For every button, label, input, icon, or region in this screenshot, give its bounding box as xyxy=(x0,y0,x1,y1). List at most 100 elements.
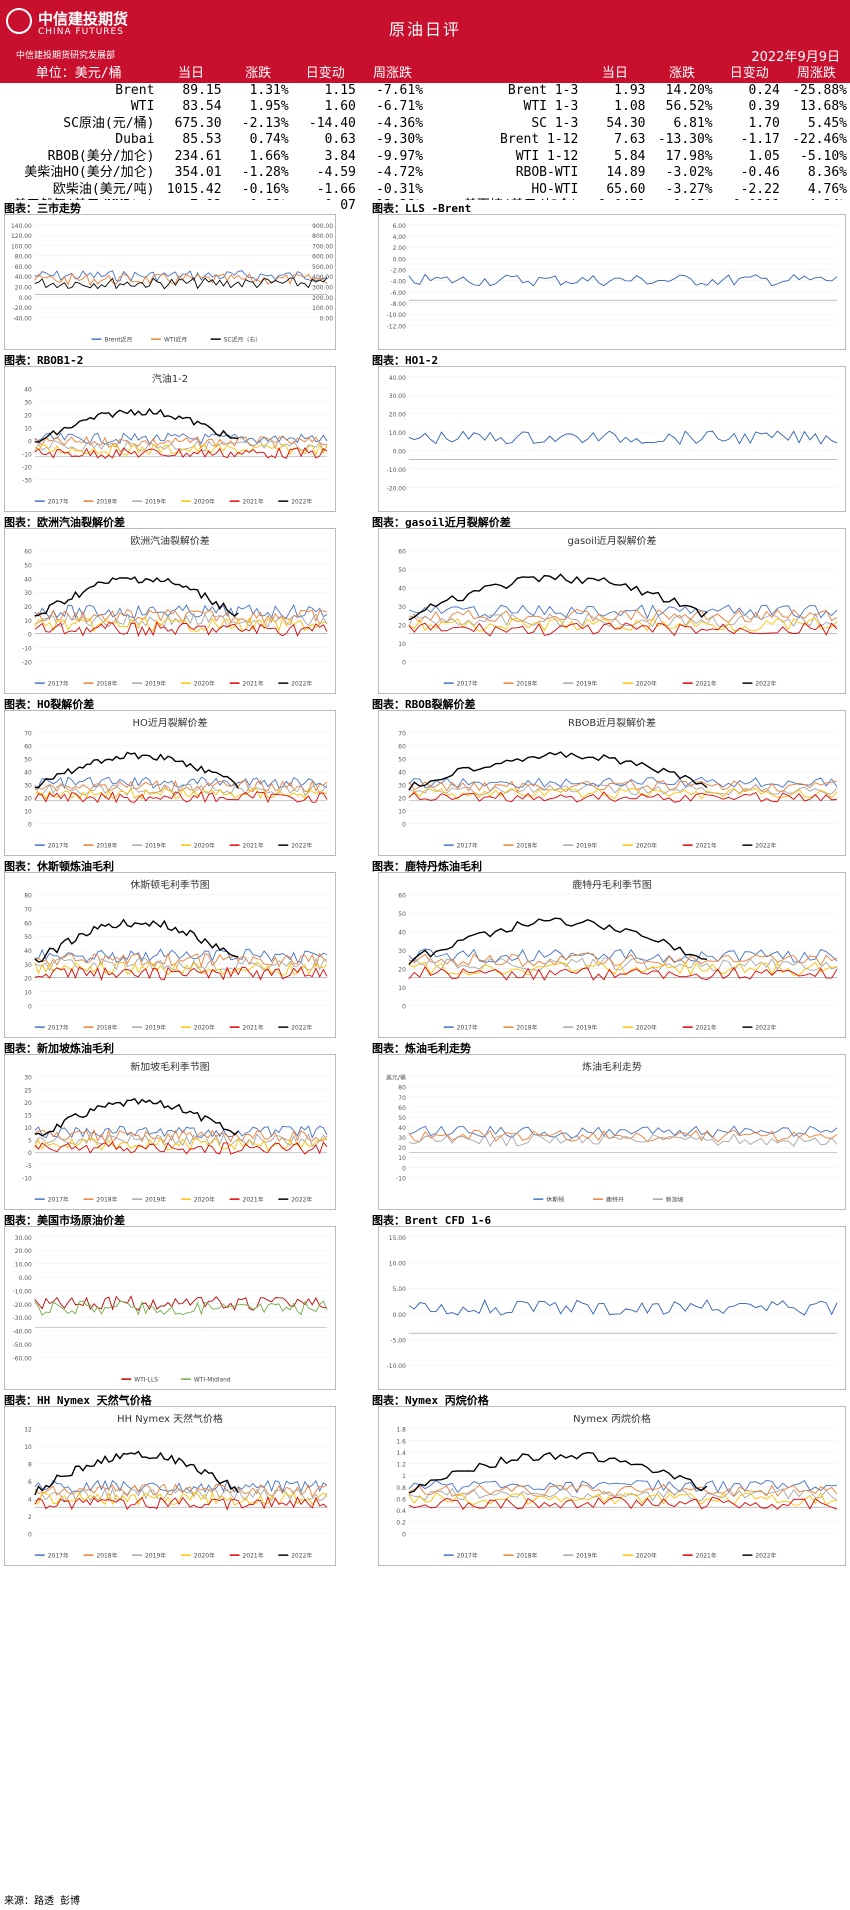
legend-label: 2019年 xyxy=(145,498,166,506)
y-tick-label: 0.00 xyxy=(19,295,32,302)
legend-label: 2022年 xyxy=(291,680,312,688)
table-cell: 56.52% xyxy=(665,99,713,115)
legend-label: 2020年 xyxy=(636,842,657,850)
y-tick-label: -5.00 xyxy=(390,1338,406,1345)
y-tick-label: 120.00 xyxy=(11,233,32,240)
y-tick-label: -8.00 xyxy=(390,301,406,308)
legend-label: 2021年 xyxy=(696,680,717,688)
y-tick-label: -10 xyxy=(396,1175,406,1182)
series-line xyxy=(408,1491,838,1506)
chart-panel: 图表：三市走势 140.00 120.00 100.00 80.00 60.00 40.00… xyxy=(0,200,340,352)
y2-tick-label: 100.00 xyxy=(312,305,333,312)
y-tick-label: 6.00 xyxy=(393,223,407,230)
column-gap xyxy=(426,132,434,149)
y-tick-label: 10 xyxy=(398,808,406,815)
table-cell: 1.08 xyxy=(614,99,646,115)
y-tick-label: 20 xyxy=(398,795,406,802)
y-tick-label: -2.00 xyxy=(390,268,406,275)
y-tick-label: 1.2 xyxy=(396,1462,406,1469)
table-cell: -9.30% xyxy=(376,132,424,148)
y-tick-label: 0 xyxy=(28,1003,32,1010)
legend-label: 2017年 xyxy=(457,680,478,688)
column-header: 日变动 xyxy=(291,66,359,83)
logo-text-cn: 中信建投期货 xyxy=(38,10,129,28)
chart-svg: 新加坡毛利季节图 30 25 20 15 10 5 0 -5 -10 2017年 2018年 2019年… xyxy=(22,1060,328,1204)
table-cell: 54.30 xyxy=(606,115,646,131)
column-header: 周涨跌 xyxy=(782,66,850,83)
legend-label: 2020年 xyxy=(194,842,215,850)
series-line xyxy=(34,621,328,638)
y-tick-label: 20.00 xyxy=(389,412,406,419)
y-tick-label: -10.00 xyxy=(13,1288,32,1295)
y-tick-label: 20 xyxy=(24,413,32,420)
y-tick-label: 4.00 xyxy=(393,234,407,241)
series-line xyxy=(408,787,838,800)
chart-title: 汽油1-2 xyxy=(152,372,188,385)
chart-title: 炼油毛利走势 xyxy=(582,1060,642,1073)
chart-panel: 图表：RBOB裂解价差 RBOB近月裂解价差 70 60 50 40 30 20 10 0 2017… xyxy=(368,696,850,858)
y-tick-label: 0.6 xyxy=(396,1496,406,1503)
table-cell: 14.89 xyxy=(606,165,646,181)
chart-area: HH Nymex 天然气价格 12 10 8 6 4 2 0 2017年 2018年 2019年 20… xyxy=(4,1406,336,1566)
chart-title: 新加坡毛利季节图 xyxy=(130,1060,210,1073)
legend-label: 2019年 xyxy=(145,1196,166,1204)
y-tick-label: 0 xyxy=(28,1150,32,1157)
legend-label: 2022年 xyxy=(755,680,776,688)
series-line xyxy=(34,1486,328,1502)
series-line xyxy=(34,1141,328,1155)
legend-label: 2022年 xyxy=(291,498,312,506)
table-cell: -3.02% xyxy=(665,165,713,181)
y2-tick-label: 800.00 xyxy=(312,233,333,240)
y-tick-label: 10 xyxy=(398,1155,406,1162)
y-tick-label: 0.00 xyxy=(393,256,407,263)
series-line xyxy=(34,1479,328,1494)
chart-area: 140.00 120.00 100.00 80.00 60.00 40.00 20.00 0.… xyxy=(4,214,336,350)
chart-title: HH Nymex 天然气价格 xyxy=(117,1412,223,1425)
y-tick-label: 50 xyxy=(24,757,32,764)
legend-label: 2018年 xyxy=(516,842,537,850)
column-gap xyxy=(426,182,434,199)
column-gap xyxy=(426,116,434,133)
chart-area: gasoil近月裂解价差 60 50 40 30 20 10 0 2017年 2018年 2019年… xyxy=(378,528,846,694)
table-cell: -4.59 xyxy=(316,165,356,181)
table-row: 欧柴油(美元/吨) 1015.42 -0.16% -1.66 -0.31% HO-WTI 6… xyxy=(0,182,850,199)
chart-panel: 图表：炼油毛利走势 炼油毛利走势 美元/桶 80 70 60 50 40 30 20 10 0 -10 休… xyxy=(368,1040,850,1212)
y-tick-label: 60 xyxy=(24,920,32,927)
y-tick-label: 10 xyxy=(398,985,406,992)
y-tick-label: -50.00 xyxy=(13,1342,32,1349)
legend-label: 2020年 xyxy=(194,1024,215,1032)
report-date: 2022年9月9日 xyxy=(751,50,840,65)
y-tick-label: -10 xyxy=(22,451,32,458)
y-tick-label: 10 xyxy=(398,641,406,648)
series-line xyxy=(408,751,708,791)
table-cell: 354.01 xyxy=(174,165,222,181)
legend-label: 2017年 xyxy=(48,1196,69,1204)
legend-label: WTI-LLS xyxy=(134,1377,158,1384)
y-tick-label: 0 xyxy=(402,1531,406,1538)
legend-label: 2019年 xyxy=(576,1552,597,1560)
y2-tick-label: 900.00 xyxy=(312,223,333,230)
series-line xyxy=(34,1496,328,1511)
y-tick-label: 50 xyxy=(24,934,32,941)
chart-area: 汽油1-2 40 30 20 10 0 -10 -20 -30 2017年 2018年 2019年 20… xyxy=(4,366,336,512)
y-tick-label: 0 xyxy=(402,1165,406,1172)
y-tick-label: 40 xyxy=(398,770,406,777)
y-tick-label: 30 xyxy=(398,783,406,790)
series-line xyxy=(408,1129,838,1143)
y-tick-label: 70 xyxy=(398,731,406,738)
table-cell: -0.16% xyxy=(241,181,289,197)
series-line xyxy=(408,917,708,965)
table-cell: 0.39 xyxy=(748,99,780,115)
chart-svg: 汽油1-2 40 30 20 10 0 -10 -20 -30 2017年 2018年 2019年 20… xyxy=(22,372,328,506)
column-gap xyxy=(426,99,434,116)
y-tick-label: -5 xyxy=(26,1163,32,1170)
legend-label: 2022年 xyxy=(291,1024,312,1032)
legend-label: 2021年 xyxy=(243,842,264,850)
table-cell: 89.15 xyxy=(182,82,222,98)
series-line xyxy=(34,966,328,982)
y-tick-label: 40 xyxy=(398,1125,406,1132)
legend-label: WTI近月 xyxy=(164,336,187,344)
column-gap xyxy=(426,149,434,166)
table-cell: 3.84 xyxy=(324,148,356,164)
y-tick-label: 8 xyxy=(28,1462,32,1469)
